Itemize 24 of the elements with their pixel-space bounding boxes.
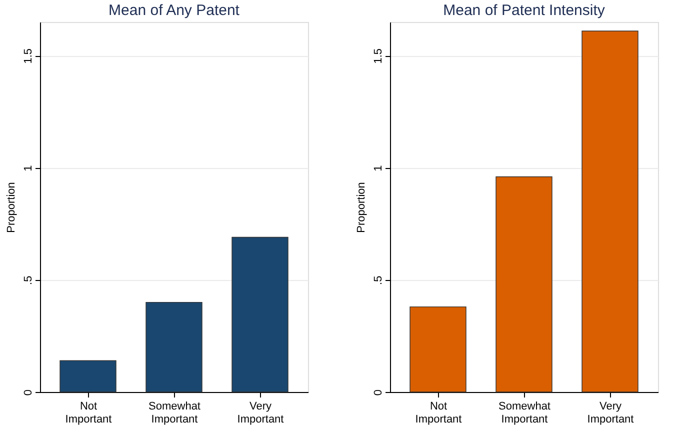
y-tick-label: .5 bbox=[372, 276, 384, 285]
chart-title: Mean of Patent Intensity bbox=[443, 2, 606, 19]
bar bbox=[410, 306, 466, 392]
bar bbox=[232, 236, 288, 392]
y-tick-label: 0 bbox=[22, 389, 34, 396]
x-tick-label: Very Important bbox=[237, 400, 284, 426]
y-tick-label: 1.5 bbox=[372, 48, 384, 64]
x-tick-label: Not Important bbox=[415, 400, 462, 426]
y-tick-label: 0 bbox=[372, 389, 384, 396]
y-tick-label: 1 bbox=[22, 165, 34, 172]
y-axis-title: Proportion bbox=[6, 182, 18, 233]
bar bbox=[496, 176, 552, 392]
x-tick-label: Somewhat Important bbox=[148, 400, 200, 426]
y-tick-label: .5 bbox=[22, 276, 34, 285]
bar bbox=[582, 30, 638, 392]
y-tick-label: 1.5 bbox=[22, 48, 34, 64]
bar bbox=[60, 360, 116, 392]
x-tick-label: Very Important bbox=[587, 400, 634, 426]
x-tick-label: Not Important bbox=[65, 400, 112, 426]
y-axis-title: Proportion bbox=[356, 182, 368, 233]
chart-title: Mean of Any Patent bbox=[108, 2, 240, 19]
bar bbox=[146, 302, 202, 392]
y-tick-label: 1 bbox=[372, 165, 384, 172]
x-tick-label: Somewhat Important bbox=[498, 400, 550, 426]
